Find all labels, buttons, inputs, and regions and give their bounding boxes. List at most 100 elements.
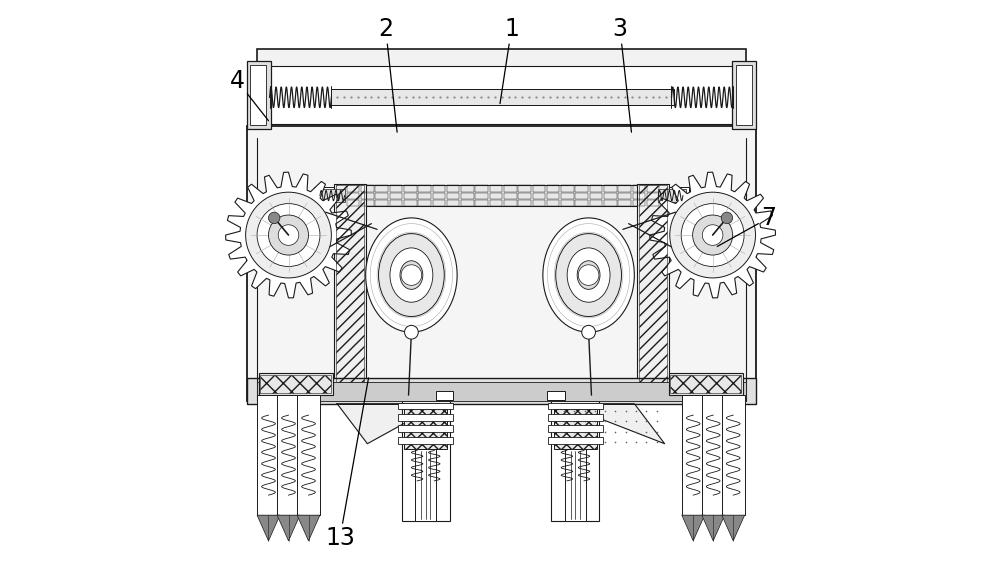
Bar [504, 200, 517, 206]
Circle shape [278, 225, 299, 245]
Bar [447, 185, 459, 191]
Bar [575, 200, 588, 206]
Polygon shape [257, 515, 280, 541]
Bar [561, 200, 574, 206]
Bar [590, 185, 602, 191]
Bar [548, 425, 603, 432]
Bar [669, 374, 743, 395]
Bar [334, 183, 366, 390]
Bar [633, 200, 645, 206]
Bar [433, 185, 445, 191]
Bar [398, 425, 453, 432]
Bar [490, 185, 502, 191]
Bar [317, 189, 345, 202]
Bar [475, 200, 488, 206]
Ellipse shape [543, 218, 634, 332]
Bar [736, 65, 752, 125]
Text: 3: 3 [613, 17, 631, 132]
Bar [257, 395, 280, 515]
Polygon shape [682, 515, 705, 541]
Bar [461, 193, 474, 199]
Circle shape [670, 192, 756, 278]
Bar [533, 200, 545, 206]
Bar [561, 185, 574, 191]
Circle shape [246, 192, 331, 278]
Ellipse shape [577, 261, 600, 289]
Bar [247, 61, 271, 129]
Bar [618, 185, 631, 191]
Bar [436, 391, 453, 400]
Ellipse shape [400, 261, 423, 289]
Polygon shape [562, 404, 665, 444]
Bar [331, 89, 674, 105]
Bar [398, 437, 453, 444]
Text: 4: 4 [230, 69, 268, 121]
Ellipse shape [379, 234, 444, 316]
Circle shape [405, 325, 418, 339]
Bar [461, 185, 474, 191]
Circle shape [268, 215, 309, 255]
Bar [361, 185, 374, 191]
Polygon shape [277, 515, 300, 541]
Bar [277, 395, 300, 515]
Bar [418, 185, 431, 191]
Bar [418, 193, 431, 199]
Bar [247, 378, 756, 404]
Ellipse shape [390, 248, 433, 302]
Bar [639, 185, 667, 388]
Bar [647, 185, 659, 191]
Bar [259, 374, 333, 395]
Bar [404, 185, 417, 191]
Bar [547, 200, 559, 206]
Bar [346, 185, 657, 206]
Bar [604, 185, 617, 191]
Bar [247, 127, 756, 401]
Bar [314, 187, 347, 204]
Circle shape [582, 325, 595, 339]
Bar [336, 185, 364, 388]
Circle shape [681, 203, 744, 266]
Text: 1: 1 [500, 17, 519, 104]
Bar [504, 193, 517, 199]
Bar [618, 200, 631, 206]
Bar [732, 61, 756, 129]
Bar [490, 193, 502, 199]
Bar [415, 449, 436, 521]
Bar [375, 185, 388, 191]
Bar [647, 193, 659, 199]
Bar [404, 193, 417, 199]
Bar [533, 185, 545, 191]
Bar [504, 185, 517, 191]
Bar [404, 409, 447, 449]
Text: 13: 13 [325, 378, 369, 550]
Polygon shape [337, 404, 440, 444]
Polygon shape [297, 515, 320, 541]
Bar [361, 200, 374, 206]
Text: 7: 7 [717, 206, 776, 246]
Bar [398, 403, 453, 409]
Circle shape [721, 212, 733, 223]
Bar [551, 401, 599, 521]
Bar [398, 414, 453, 421]
Bar [260, 375, 331, 394]
Bar [404, 200, 417, 206]
Bar [518, 185, 531, 191]
Bar [475, 193, 488, 199]
Bar [250, 65, 266, 125]
Bar [447, 193, 459, 199]
Bar [547, 391, 565, 400]
Bar [402, 401, 450, 521]
Bar [633, 185, 645, 191]
Bar [655, 187, 689, 204]
Bar [702, 395, 725, 515]
Bar [390, 200, 402, 206]
Bar [561, 193, 574, 199]
Bar [390, 185, 402, 191]
Polygon shape [226, 172, 351, 298]
Polygon shape [702, 515, 725, 541]
Bar [418, 200, 431, 206]
Polygon shape [722, 515, 745, 541]
Bar [347, 200, 359, 206]
Bar [268, 66, 734, 124]
Bar [447, 200, 459, 206]
